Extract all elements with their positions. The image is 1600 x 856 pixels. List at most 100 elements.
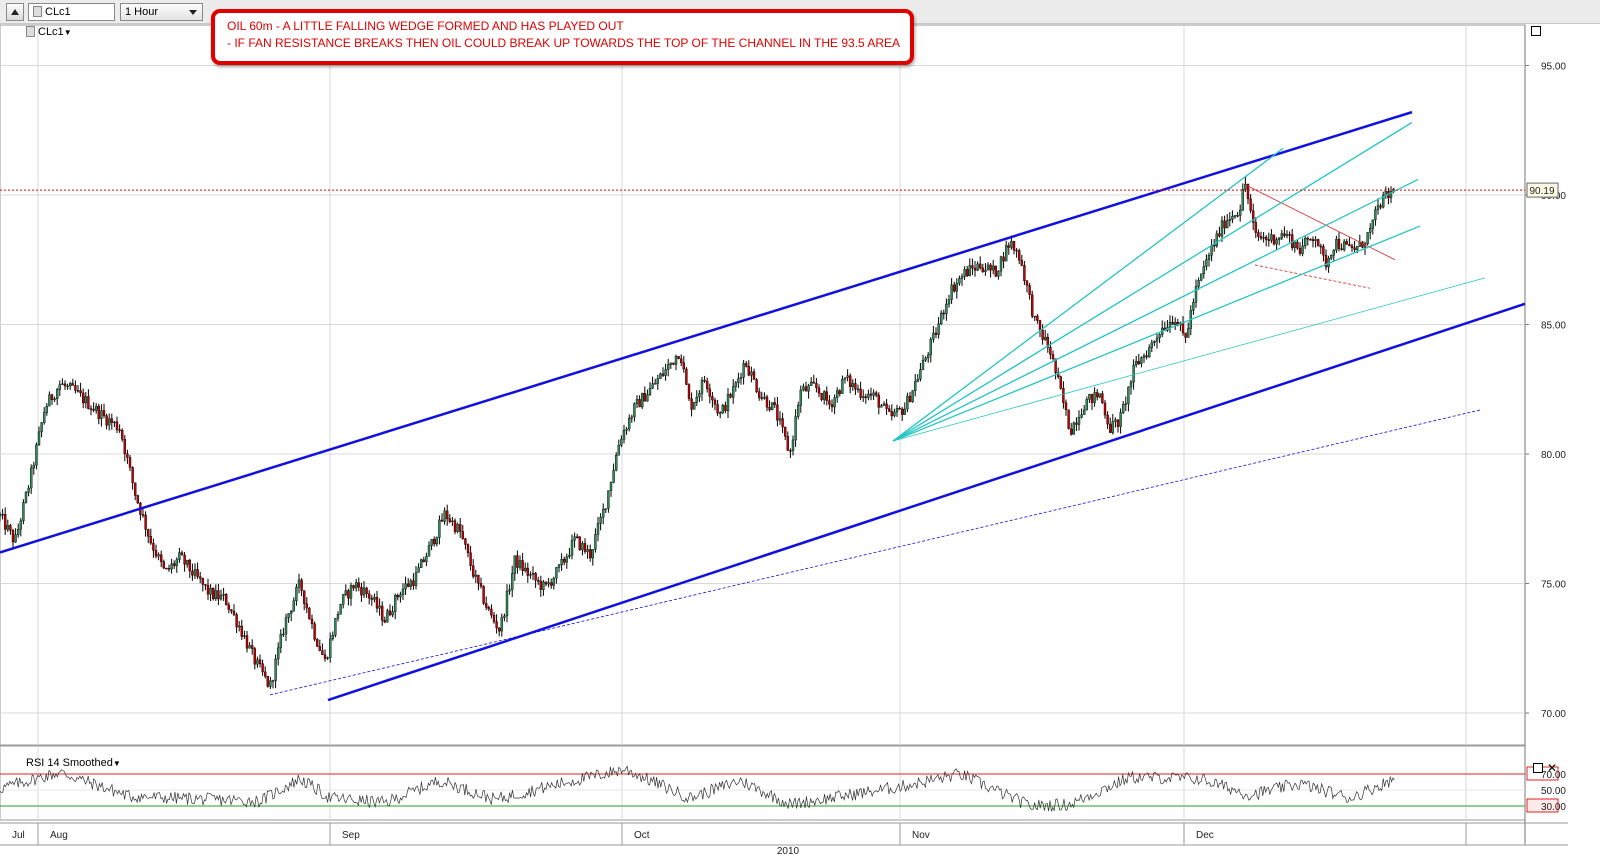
collapse-toolbar-button[interactable] — [6, 3, 24, 21]
candle-body — [399, 594, 402, 598]
candle — [1337, 232, 1341, 252]
candle-body — [373, 597, 376, 600]
candle-body — [521, 560, 524, 571]
candle-body — [1158, 334, 1161, 339]
candle-body — [1140, 357, 1143, 365]
x-tick-label: Nov — [912, 830, 930, 841]
candle — [677, 356, 680, 360]
candle — [851, 379, 854, 391]
candle — [308, 606, 311, 620]
candle-body — [1342, 241, 1346, 250]
grid-layer — [0, 24, 1568, 846]
candle-body — [1127, 386, 1130, 404]
candle-body — [1049, 347, 1052, 355]
candle — [1379, 203, 1382, 210]
candle-body — [979, 263, 982, 269]
candle — [409, 578, 412, 590]
candle — [0, 511, 2, 522]
candle — [576, 533, 579, 539]
candle — [258, 654, 262, 668]
candle — [370, 595, 373, 606]
candle-body — [810, 381, 813, 386]
candle — [989, 262, 992, 278]
candle — [1251, 203, 1255, 231]
candle — [362, 581, 366, 598]
candle — [76, 385, 80, 393]
candle-body — [1132, 364, 1135, 383]
candle — [841, 375, 844, 394]
candle-body — [797, 405, 800, 417]
candle-body — [308, 607, 311, 620]
candle-body — [927, 354, 930, 359]
indicator-label[interactable]: RSI 14 Smoothed▼ — [26, 757, 121, 769]
symbol-input[interactable]: CLc1 — [28, 3, 115, 21]
candle-body — [1319, 245, 1323, 248]
candle-body — [534, 573, 537, 581]
candle-body — [505, 590, 509, 617]
close-indicator-icon[interactable]: ✕ — [1547, 761, 1558, 775]
candle — [1319, 243, 1323, 255]
candle-body — [297, 579, 301, 588]
price-panel-frame — [0, 24, 1526, 746]
candle — [1322, 243, 1325, 262]
candle-body — [89, 408, 93, 410]
candle — [906, 392, 909, 413]
candle-body — [159, 554, 163, 562]
candle — [1160, 320, 1164, 338]
candle — [755, 378, 758, 394]
candle — [1002, 252, 1005, 269]
candle-body — [1264, 237, 1268, 240]
candle — [123, 434, 127, 462]
candle — [40, 421, 43, 438]
candle-body — [102, 410, 106, 416]
candle-body — [391, 611, 394, 616]
maximize-price-panel-button[interactable] — [1531, 26, 1541, 36]
candle-body — [404, 583, 407, 590]
candle-body — [1015, 249, 1018, 252]
candle — [934, 327, 938, 339]
candle — [885, 398, 888, 415]
candle-body — [76, 390, 80, 392]
candle-body — [316, 639, 319, 647]
candle — [1288, 231, 1291, 243]
candle-body — [794, 416, 797, 441]
rsi-tick-box — [1526, 798, 1559, 813]
candle — [3, 507, 7, 535]
candle-body — [1350, 245, 1354, 249]
candle — [224, 593, 228, 606]
candle-body — [784, 426, 787, 437]
candle — [227, 602, 231, 614]
candle-body — [862, 396, 865, 398]
candle-body — [880, 405, 883, 408]
candle-body — [1018, 250, 1021, 261]
candle — [880, 403, 883, 408]
candle — [971, 258, 974, 276]
candle-body — [1064, 402, 1068, 411]
candle — [1025, 280, 1029, 293]
candle — [172, 560, 176, 569]
candle-body — [438, 519, 441, 538]
candle — [690, 392, 693, 417]
candle — [100, 404, 103, 427]
candle — [303, 590, 306, 611]
candle — [823, 390, 826, 405]
candle-body — [997, 270, 1000, 277]
candle — [217, 583, 220, 606]
maximize-indicator-button[interactable] — [1533, 763, 1543, 773]
series-label[interactable]: CLc1▼ — [26, 26, 72, 38]
candle — [407, 578, 410, 588]
candle-body — [758, 391, 761, 398]
candle — [331, 631, 334, 641]
candle — [1350, 243, 1354, 253]
candle — [620, 435, 623, 448]
candle — [955, 278, 958, 299]
candle-body — [448, 518, 451, 522]
candle-body — [669, 362, 672, 365]
candle-body — [258, 659, 262, 664]
candle-body — [144, 514, 147, 530]
candle — [537, 576, 540, 585]
interval-select[interactable]: 1 Hour — [120, 3, 203, 21]
candle-body — [680, 358, 683, 363]
candle-body — [417, 567, 420, 573]
